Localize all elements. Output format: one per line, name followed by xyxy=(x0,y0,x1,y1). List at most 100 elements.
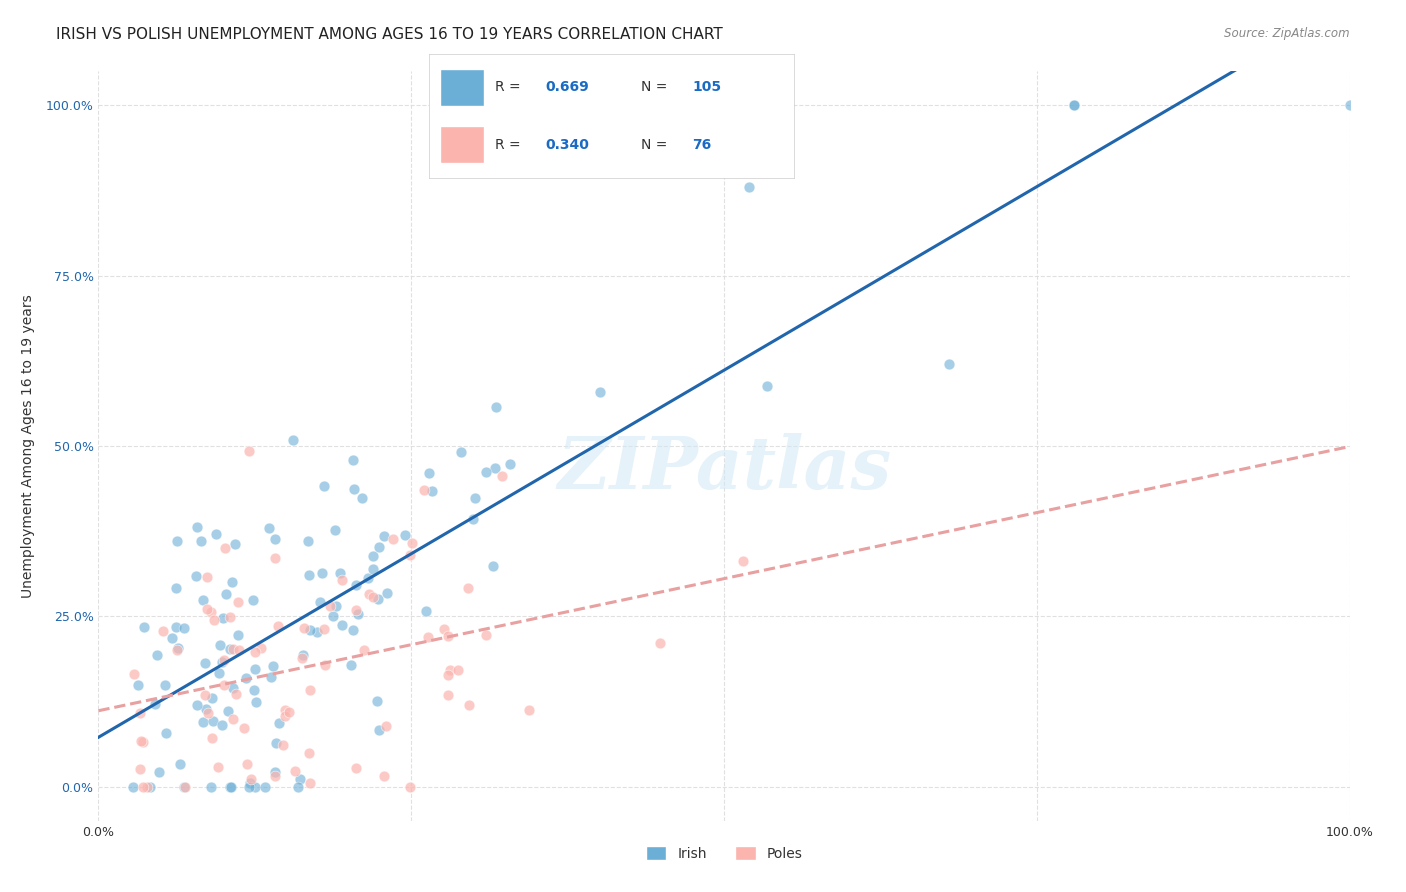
Point xyxy=(259,671,281,685)
Point xyxy=(202,613,225,627)
Point xyxy=(323,524,346,538)
Point xyxy=(394,528,416,542)
Point xyxy=(202,714,225,729)
Point xyxy=(359,587,381,601)
Text: N =: N = xyxy=(641,80,672,95)
Point xyxy=(415,604,437,618)
Point xyxy=(332,617,354,632)
Point xyxy=(201,731,224,746)
Point xyxy=(208,638,231,652)
Point xyxy=(166,643,188,657)
Point xyxy=(733,554,755,568)
Point xyxy=(148,765,170,780)
Point xyxy=(225,687,247,701)
Point xyxy=(319,599,342,613)
Point xyxy=(238,444,260,458)
Point xyxy=(146,648,169,663)
Point xyxy=(186,569,208,583)
Point xyxy=(361,590,384,604)
Point xyxy=(165,581,187,595)
Point xyxy=(439,663,461,677)
Point xyxy=(291,651,314,665)
Point xyxy=(132,735,155,749)
Point xyxy=(347,607,370,621)
Point xyxy=(239,776,262,790)
Point xyxy=(186,698,208,712)
Point xyxy=(398,780,420,794)
Point xyxy=(212,677,235,691)
Point xyxy=(274,703,297,717)
Point xyxy=(243,645,266,659)
Point xyxy=(457,581,479,595)
Point xyxy=(436,688,458,702)
Text: Source: ZipAtlas.com: Source: ZipAtlas.com xyxy=(1225,27,1350,40)
Text: 0.669: 0.669 xyxy=(546,80,589,95)
Point xyxy=(433,622,456,636)
Point xyxy=(222,681,245,696)
Point xyxy=(314,479,336,493)
Point xyxy=(264,532,287,546)
Point xyxy=(278,705,301,719)
Point xyxy=(226,595,249,609)
Point xyxy=(121,780,143,794)
Point xyxy=(208,666,231,681)
Point xyxy=(298,567,321,582)
Point xyxy=(344,603,367,617)
Point xyxy=(197,602,219,616)
Point xyxy=(194,688,217,702)
Point xyxy=(190,533,212,548)
Point xyxy=(281,433,304,447)
Point xyxy=(173,621,195,635)
Point xyxy=(160,631,183,645)
Point xyxy=(330,573,353,587)
Point xyxy=(219,780,242,794)
Point xyxy=(233,721,256,735)
Point xyxy=(129,706,152,721)
Point xyxy=(1339,98,1361,112)
Point xyxy=(322,609,344,624)
Point xyxy=(499,457,522,471)
Point xyxy=(353,643,375,657)
Point xyxy=(464,491,486,506)
Point xyxy=(342,623,364,637)
Point xyxy=(368,723,391,738)
Point xyxy=(377,586,399,600)
Point xyxy=(262,659,284,673)
Point xyxy=(214,653,236,667)
Point xyxy=(325,599,347,613)
Point xyxy=(361,549,384,564)
Point xyxy=(235,756,257,771)
Point xyxy=(215,587,238,601)
Point xyxy=(366,694,388,708)
Point xyxy=(650,635,672,649)
Point xyxy=(373,529,395,543)
Point xyxy=(155,678,177,692)
Point xyxy=(174,780,197,794)
Point xyxy=(267,716,290,731)
Point xyxy=(517,703,540,717)
Point xyxy=(314,658,336,673)
Point xyxy=(271,738,294,752)
Point xyxy=(205,527,228,541)
Point xyxy=(264,735,287,749)
Point xyxy=(264,551,287,566)
Point xyxy=(139,780,162,794)
Point xyxy=(274,708,297,723)
Point xyxy=(243,780,266,794)
Point xyxy=(361,562,384,576)
Point xyxy=(167,641,190,656)
Point xyxy=(193,715,215,730)
Point xyxy=(299,623,322,637)
Text: ZIPatlas: ZIPatlas xyxy=(557,433,891,504)
Point xyxy=(307,624,329,639)
Point xyxy=(200,605,222,619)
Point xyxy=(132,620,155,634)
Point xyxy=(491,468,513,483)
Text: R =: R = xyxy=(495,80,524,95)
Point xyxy=(211,717,233,731)
Point xyxy=(135,780,157,794)
Point xyxy=(463,512,485,526)
Point xyxy=(245,695,267,709)
Text: 0.340: 0.340 xyxy=(546,137,589,152)
Point xyxy=(420,483,443,498)
